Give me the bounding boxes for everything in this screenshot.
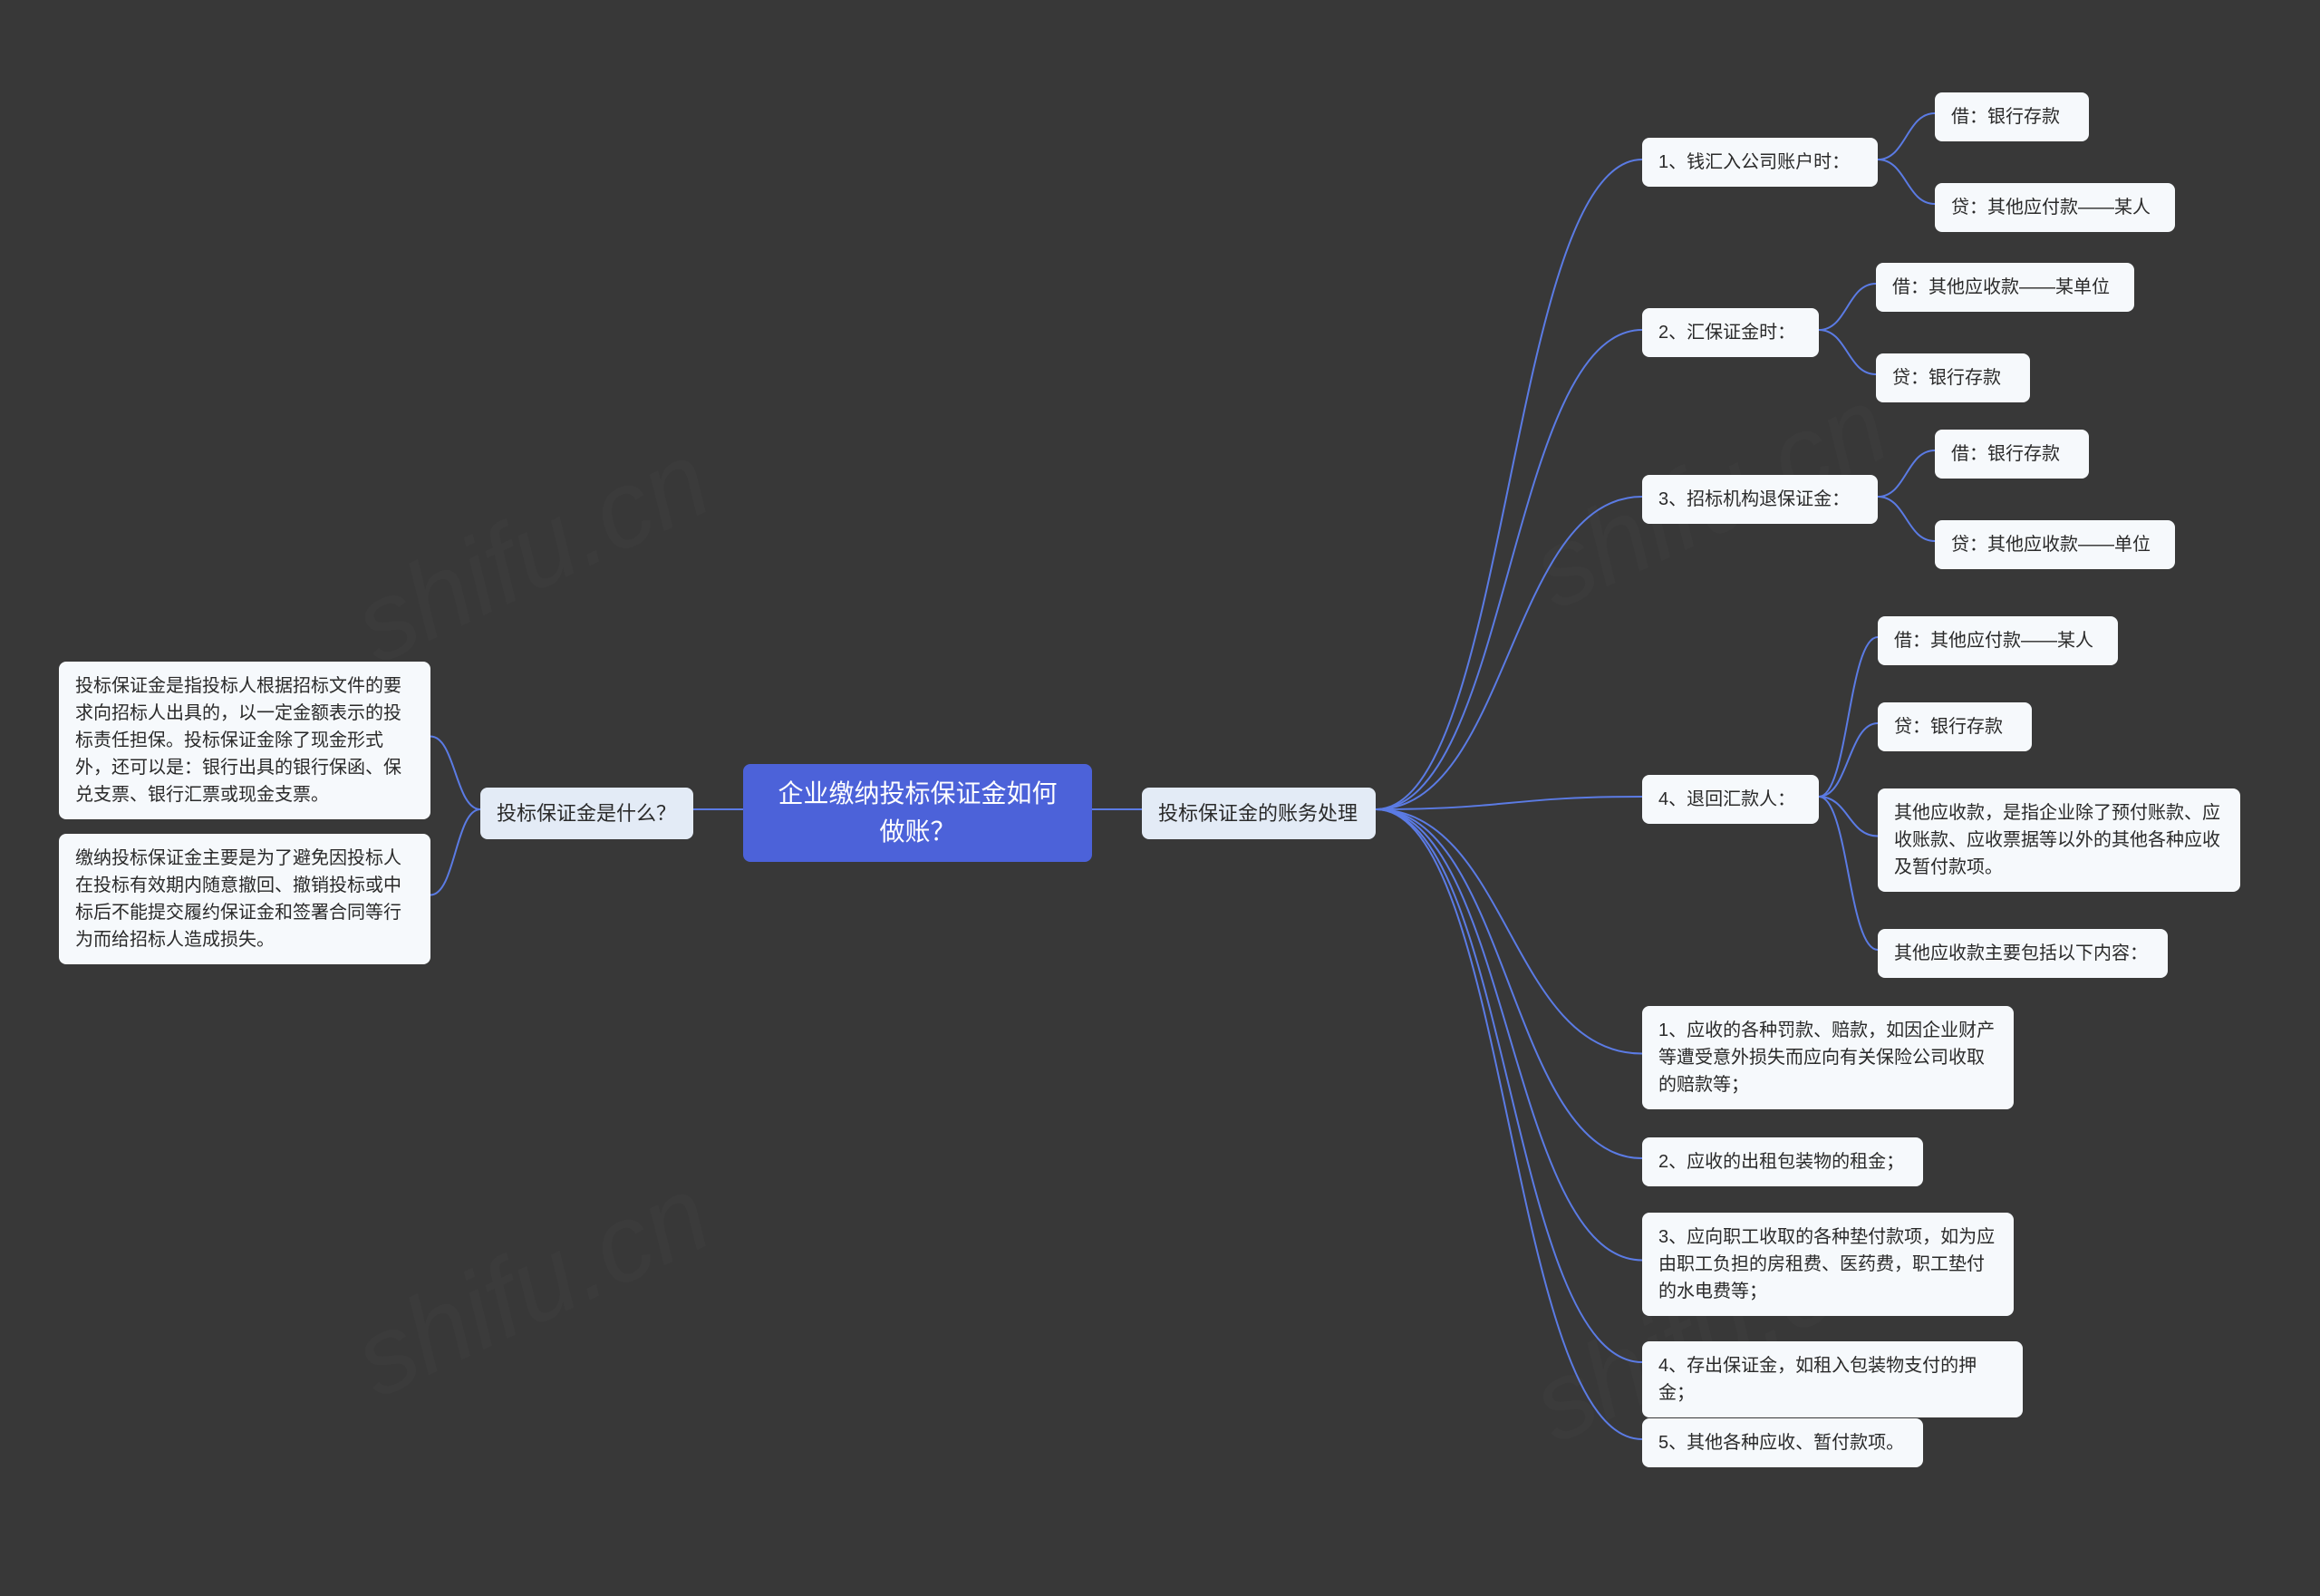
mindmap-canvas: shifu.cn shifu.cn shifu.cn shifu.cn 企业缴纳… <box>0 0 2320 1596</box>
left-branch-node[interactable]: 投标保证金是什么？ <box>480 788 693 839</box>
r1a-label: 借：银行存款 <box>1951 103 2060 131</box>
left-leaf-2[interactable]: 缴纳投标保证金主要是为了避免因投标人在投标有效期内随意撤回、撤销投标或中标后不能… <box>59 834 430 964</box>
r2a-node[interactable]: 借：其他应收款——某单位 <box>1876 263 2134 312</box>
r4d-label: 其他应收款主要包括以下内容： <box>1894 940 2148 967</box>
r4b-node[interactable]: 贷：银行存款 <box>1878 702 2032 751</box>
r1b-label: 贷：其他应付款——某人 <box>1951 194 2151 221</box>
r7-node[interactable]: 3、应向职工收取的各种垫付款项，如为应由职工负担的房租费、医药费，职工垫付的水电… <box>1642 1213 2014 1316</box>
r2b-label: 贷：银行存款 <box>1892 364 2001 392</box>
r3-label: 3、招标机构退保证金： <box>1658 486 1850 513</box>
r2-node[interactable]: 2、汇保证金时： <box>1642 308 1819 357</box>
root-node[interactable]: 企业缴纳投标保证金如何 做账？ <box>743 764 1092 862</box>
right-branch-label: 投标保证金的账务处理 <box>1158 798 1358 828</box>
root-label-line1: 企业缴纳投标保证金如何 <box>778 775 1057 813</box>
r5-label: 1、应收的各种罚款、赔款，如因企业财产等遭受意外损失而应向有关保险公司收取的赔款… <box>1658 1017 1997 1098</box>
r4-node[interactable]: 4、退回汇款人： <box>1642 775 1819 824</box>
r8-node[interactable]: 4、存出保证金，如租入包装物支付的押金； <box>1642 1341 2023 1417</box>
left-leaf-1[interactable]: 投标保证金是指投标人根据招标文件的要求向招标人出具的，以一定金额表示的投标责任担… <box>59 662 430 819</box>
r4b-label: 贷：银行存款 <box>1894 713 2003 740</box>
r3b-node[interactable]: 贷：其他应收款——单位 <box>1935 520 2175 569</box>
left-leaf-2-label: 缴纳投标保证金主要是为了避免因投标人在投标有效期内随意撤回、撤销投标或中标后不能… <box>75 845 414 953</box>
right-branch-node[interactable]: 投标保证金的账务处理 <box>1142 788 1376 839</box>
r7-label: 3、应向职工收取的各种垫付款项，如为应由职工负担的房租费、医药费，职工垫付的水电… <box>1658 1224 1997 1305</box>
r2-label: 2、汇保证金时： <box>1658 319 1795 346</box>
r9-node[interactable]: 5、其他各种应收、暂付款项。 <box>1642 1418 1923 1467</box>
left-leaf-1-label: 投标保证金是指投标人根据招标文件的要求向招标人出具的，以一定金额表示的投标责任担… <box>75 672 414 808</box>
r9-label: 5、其他各种应收、暂付款项。 <box>1658 1429 1904 1456</box>
r5-node[interactable]: 1、应收的各种罚款、赔款，如因企业财产等遭受意外损失而应向有关保险公司收取的赔款… <box>1642 1006 2014 1109</box>
r4d-node[interactable]: 其他应收款主要包括以下内容： <box>1878 929 2168 978</box>
root-label-line2: 做账？ <box>879 813 955 851</box>
left-branch-label: 投标保证金是什么？ <box>497 798 676 828</box>
r1-node[interactable]: 1、钱汇入公司账户时： <box>1642 138 1878 187</box>
r4c-node[interactable]: 其他应收款，是指企业除了预付账款、应收账款、应收票据等以外的其他各种应收及暂付款… <box>1878 788 2240 892</box>
r6-label: 2、应收的出租包装物的租金； <box>1658 1148 1904 1175</box>
r6-node[interactable]: 2、应收的出租包装物的租金； <box>1642 1137 1923 1186</box>
r1b-node[interactable]: 贷：其他应付款——某人 <box>1935 183 2175 232</box>
r3b-label: 贷：其他应收款——单位 <box>1951 531 2151 558</box>
r2a-label: 借：其他应收款——某单位 <box>1892 274 2110 301</box>
r4-label: 4、退回汇款人： <box>1658 786 1795 813</box>
r4c-label: 其他应收款，是指企业除了预付账款、应收账款、应收票据等以外的其他各种应收及暂付款… <box>1894 799 2224 881</box>
r3-node[interactable]: 3、招标机构退保证金： <box>1642 475 1878 524</box>
r3a-node[interactable]: 借：银行存款 <box>1935 430 2089 479</box>
r3a-label: 借：银行存款 <box>1951 440 2060 468</box>
r2b-node[interactable]: 贷：银行存款 <box>1876 353 2030 402</box>
r1-label: 1、钱汇入公司账户时： <box>1658 149 1850 176</box>
r4a-label: 借：其他应付款——某人 <box>1894 627 2093 654</box>
r4a-node[interactable]: 借：其他应付款——某人 <box>1878 616 2118 665</box>
r1a-node[interactable]: 借：银行存款 <box>1935 92 2089 141</box>
r8-label: 4、存出保证金，如租入包装物支付的押金； <box>1658 1352 2006 1407</box>
